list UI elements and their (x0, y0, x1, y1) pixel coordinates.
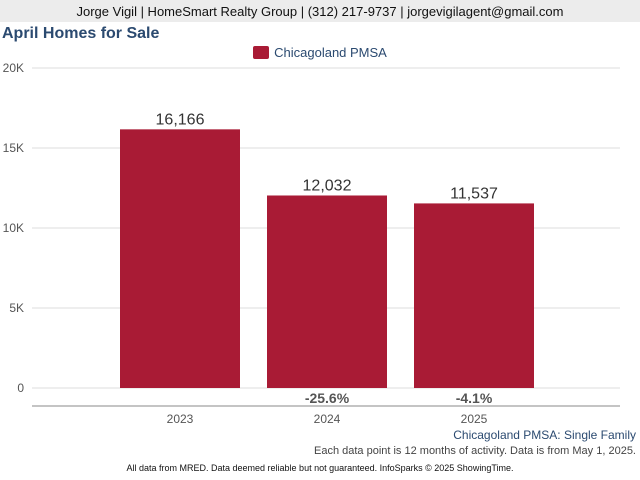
x-tick-label: 2023 (167, 412, 194, 426)
y-tick-label: 20K (3, 61, 24, 75)
change-label: -25.6% (305, 390, 350, 406)
chart-title: April Homes for Sale (2, 25, 160, 42)
y-tick-label: 10K (3, 221, 24, 235)
change-label: -4.1% (456, 390, 493, 406)
legend-label: Chicagoland PMSA (274, 45, 387, 60)
bar (120, 129, 240, 388)
bar-value-label: 11,537 (450, 185, 498, 202)
bar-chart: 0 5K 10K 15K 20K 16,166 2023 12,032 -25.6% 2024 11… (3, 61, 620, 426)
contact-info: Jorge Vigil | HomeSmart Realty Group | (… (76, 3, 564, 19)
data-note: Each data point is 12 months of activity… (313, 445, 636, 457)
chart-legend: Chicagoland PMSA (0, 45, 640, 60)
y-tick-label: 15K (3, 141, 24, 155)
y-tick-label: 5K (9, 301, 24, 315)
legend-swatch (253, 46, 270, 59)
contact-header-bar: Jorge Vigil | HomeSmart Realty Group | (… (0, 0, 640, 22)
bar (267, 195, 387, 388)
bar-value-label: 16,166 (156, 111, 205, 128)
y-tick-label: 0 (17, 381, 24, 395)
bar-value-label: 12,032 (303, 177, 352, 194)
x-tick-label: 2024 (314, 412, 341, 426)
bar (414, 203, 534, 388)
x-tick-label: 2025 (461, 412, 488, 426)
chart-subtitle: Chicagoland PMSA: Single Family (453, 428, 636, 442)
footer-disclaimer: All data from MRED. Data deemed reliable… (126, 463, 514, 473)
